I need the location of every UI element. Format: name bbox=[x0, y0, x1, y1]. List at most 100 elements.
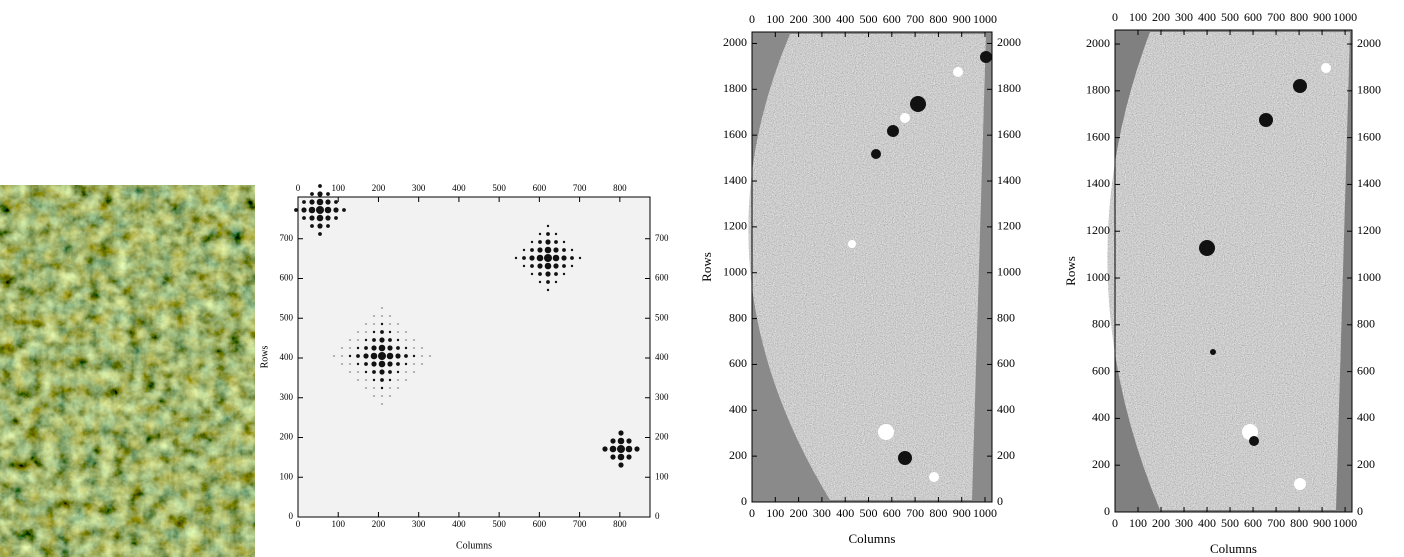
x-tick-label-top: 900 bbox=[953, 12, 971, 26]
y-tick-label-right: 1800 bbox=[997, 81, 1021, 95]
x-tick-label: 100 bbox=[331, 519, 345, 529]
x-tick-label: 1000 bbox=[973, 506, 997, 520]
y-tick-label: 200 bbox=[1092, 457, 1110, 471]
x-tick-label-top: 200 bbox=[790, 12, 808, 26]
y-tick-label-right: 800 bbox=[997, 310, 1015, 324]
x-tick-label: 600 bbox=[1244, 516, 1262, 530]
y-tick-label-right: 1000 bbox=[997, 264, 1021, 278]
y-tick-label: 1000 bbox=[723, 264, 747, 278]
y-tick-label-right: 200 bbox=[655, 432, 669, 442]
y-axis-label: Rows bbox=[699, 252, 714, 282]
y-tick-label: 1200 bbox=[723, 219, 747, 233]
x-tick-label-top: 100 bbox=[766, 12, 784, 26]
x-tick-label-top: 300 bbox=[1175, 10, 1193, 24]
y-tick-label: 1000 bbox=[1086, 270, 1110, 284]
y-tick-label: 200 bbox=[280, 432, 294, 442]
y-tick-label-right: 100 bbox=[655, 471, 669, 481]
x-tick-label-top: 0 bbox=[749, 12, 755, 26]
y-tick-label-right: 1800 bbox=[1357, 83, 1381, 97]
detector-area bbox=[748, 34, 986, 500]
x-tick-label: 800 bbox=[1290, 516, 1308, 530]
x-tick-label-top: 1000 bbox=[973, 12, 997, 26]
x-tick-label-top: 100 bbox=[1129, 10, 1147, 24]
y-tick-label: 0 bbox=[289, 511, 294, 521]
y-tick-label-right: 1200 bbox=[997, 219, 1021, 233]
x-tick-label: 700 bbox=[906, 506, 924, 520]
spot-pattern bbox=[294, 184, 640, 468]
x-tick-label: 1000 bbox=[1333, 516, 1357, 530]
y-tick-label: 200 bbox=[729, 448, 747, 462]
y-tick-label-right: 300 bbox=[655, 392, 669, 402]
x-tick-label-top: 0 bbox=[296, 183, 301, 193]
x-axis-label: Columns bbox=[1210, 541, 1257, 556]
x-axis-label: Columns bbox=[849, 531, 896, 546]
x-tick-label: 500 bbox=[1221, 516, 1239, 530]
x-tick-label: 400 bbox=[1198, 516, 1216, 530]
x-tick-label-top: 600 bbox=[533, 183, 547, 193]
x-tick-label-top: 500 bbox=[1221, 10, 1239, 24]
x-tick-label-top: 100 bbox=[331, 183, 345, 193]
y-tick-label-right: 600 bbox=[997, 356, 1015, 370]
x-tick-label: 600 bbox=[533, 519, 547, 529]
y-axis-label: Rows bbox=[259, 346, 270, 369]
y-tick-label: 700 bbox=[280, 233, 294, 243]
y-tick-label-right: 2000 bbox=[997, 35, 1021, 49]
x-tick-label-top: 900 bbox=[1313, 10, 1331, 24]
x-tick-label-top: 700 bbox=[906, 12, 924, 26]
x-tick-label-top: 600 bbox=[1244, 10, 1262, 24]
y-tick-label: 1400 bbox=[723, 173, 747, 187]
x-tick-label: 0 bbox=[1112, 516, 1118, 530]
y-tick-label-right: 1200 bbox=[1357, 223, 1381, 237]
plot-frame bbox=[1114, 29, 1353, 513]
x-tick-label: 500 bbox=[492, 519, 506, 529]
image-background bbox=[297, 196, 651, 518]
detector-spots bbox=[848, 51, 992, 482]
x-tick-label-top: 700 bbox=[573, 183, 587, 193]
y-tick-label-right: 1600 bbox=[1357, 129, 1381, 143]
x-tick-label: 700 bbox=[573, 519, 587, 529]
y-tick-label-right: 700 bbox=[655, 233, 669, 243]
vegetation-photo bbox=[0, 185, 255, 557]
x-tick-label: 900 bbox=[1313, 516, 1331, 530]
x-tick-label-top: 600 bbox=[883, 12, 901, 26]
x-tick-label-top: 0 bbox=[1112, 10, 1118, 24]
x-axis-label: Columns bbox=[456, 540, 492, 551]
x-tick-label-top: 700 bbox=[1267, 10, 1285, 24]
y-tick-label: 400 bbox=[729, 402, 747, 416]
x-tick-label: 100 bbox=[1129, 516, 1147, 530]
y-tick-label-right: 2000 bbox=[1357, 36, 1381, 50]
y-tick-label: 800 bbox=[1092, 317, 1110, 331]
y-tick-label-right: 400 bbox=[655, 352, 669, 362]
y-tick-label: 600 bbox=[280, 273, 294, 283]
y-tick-label: 1800 bbox=[1086, 83, 1110, 97]
y-tick-label-right: 1400 bbox=[1357, 176, 1381, 190]
y-tick-label: 1600 bbox=[723, 127, 747, 141]
x-tick-label-top: 1000 bbox=[1333, 10, 1357, 24]
x-tick-label-top: 500 bbox=[492, 183, 506, 193]
x-tick-label-top: 800 bbox=[929, 12, 947, 26]
y-tick-label: 0 bbox=[1104, 504, 1110, 518]
x-tick-label-top: 800 bbox=[1290, 10, 1308, 24]
x-tick-label: 900 bbox=[953, 506, 971, 520]
x-tick-label: 200 bbox=[790, 506, 808, 520]
y-tick-label: 2000 bbox=[723, 35, 747, 49]
x-tick-label-top: 400 bbox=[1198, 10, 1216, 24]
x-tick-label-top: 200 bbox=[1152, 10, 1170, 24]
y-tick-label: 300 bbox=[280, 392, 294, 402]
x-tick-label-top: 500 bbox=[860, 12, 878, 26]
x-tick-label: 800 bbox=[929, 506, 947, 520]
y-tick-label-right: 600 bbox=[655, 273, 669, 283]
y-tick-label-right: 0 bbox=[1357, 504, 1363, 518]
x-tick-label: 400 bbox=[452, 519, 466, 529]
y-tick-label-right: 1400 bbox=[997, 173, 1021, 187]
y-tick-label-right: 500 bbox=[655, 312, 669, 322]
x-tick-label: 600 bbox=[883, 506, 901, 520]
x-tick-label-top: 300 bbox=[412, 183, 426, 193]
y-tick-label: 2000 bbox=[1086, 36, 1110, 50]
x-tick-label: 100 bbox=[766, 506, 784, 520]
y-tick-label: 1400 bbox=[1086, 176, 1110, 190]
y-tick-label-right: 400 bbox=[1357, 410, 1375, 424]
y-tick-label-right: 200 bbox=[997, 448, 1015, 462]
y-tick-label-right: 600 bbox=[1357, 363, 1375, 377]
